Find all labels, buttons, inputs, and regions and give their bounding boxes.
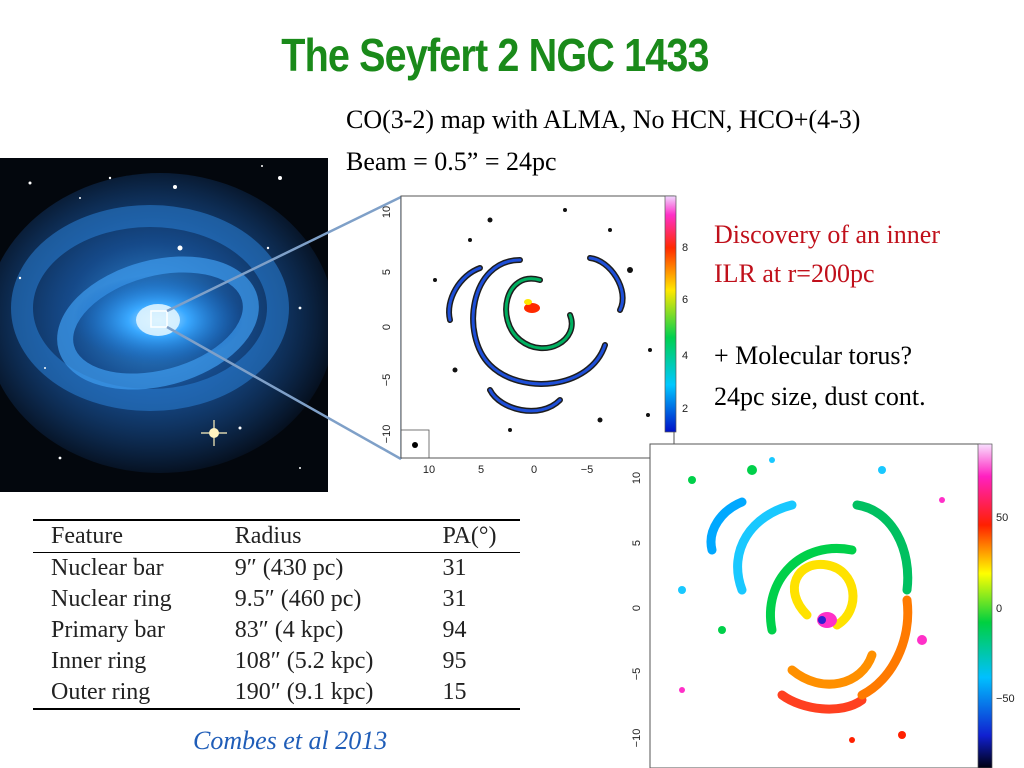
table-header-pa: PA(°)	[442, 523, 497, 549]
table-cell: Outer ring	[51, 679, 151, 705]
table-row: Outer ring 190″ (9.1 kpc) 15	[33, 677, 520, 709]
table-cell: Inner ring	[51, 648, 147, 674]
co-x-tick: 10	[423, 464, 435, 475]
discovery-line-2: ILR at r=200pc	[714, 259, 875, 288]
table-cell: Primary bar	[51, 617, 165, 643]
table-cell: 83″ (4 kpc)	[234, 617, 344, 643]
table-cell: 31	[442, 555, 467, 581]
table-cell: Nuclear bar	[51, 555, 164, 581]
citation: Combes et al 2013	[193, 726, 388, 755]
velocity-y-tick: 5	[631, 540, 643, 546]
table-cell: Nuclear ring	[51, 586, 172, 612]
info-line-co-map: CO(3-2) map with ALMA, No HCN, HCO+(4-3)	[346, 105, 861, 134]
velocity-colorbar-tick: −50	[996, 693, 1015, 705]
velocity-y-tick: 0	[631, 605, 643, 611]
co-y-tick: 5	[381, 269, 393, 275]
table-cell: 190″ (9.1 kpc)	[234, 679, 374, 705]
velocity-colorbar-tick: 0	[996, 603, 1002, 615]
co-colorbar-tick: 2	[682, 403, 688, 415]
velocity-y-tick: −5	[631, 668, 643, 681]
table-header-row: Feature Radius PA(°)	[33, 520, 520, 553]
table-cell: 108″ (5.2 kpc)	[234, 648, 374, 674]
co-colorbar-tick: 4	[682, 350, 688, 362]
info-line-beam: Beam = 0.5” = 24pc	[346, 147, 557, 176]
co-intensity-map: 10 5 0 −5 −10 10 5 0 −5 8 6 4 2	[381, 195, 688, 475]
table-row: Nuclear ring 9.5″ (460 pc) 31	[33, 584, 520, 615]
table-header-feature: Feature	[51, 523, 123, 549]
velocity-colorbar-tick: 50	[996, 512, 1008, 524]
torus-line-1: + Molecular torus?	[714, 341, 913, 370]
table-cell: 15	[442, 679, 467, 705]
table-row: Nuclear bar 9″ (430 pc) 31	[33, 553, 520, 585]
co-x-tick: 5	[478, 464, 484, 475]
torus-line-2: 24pc size, dust cont.	[714, 382, 926, 411]
co-y-tick: 10	[381, 206, 393, 218]
co-x-tick: −5	[581, 464, 594, 475]
table-row: Primary bar 83″ (4 kpc) 94	[33, 615, 520, 646]
co-y-tick: −10	[381, 425, 393, 444]
table-row: Inner ring 108″ (5.2 kpc) 95	[33, 646, 520, 677]
co-y-tick: −5	[381, 374, 393, 387]
co-y-tick: 0	[381, 324, 393, 330]
table-header-radius: Radius	[234, 523, 302, 549]
co-x-tick: 0	[531, 464, 537, 475]
discovery-line-1: Discovery of an inner	[714, 220, 940, 249]
co-colorbar-tick: 8	[682, 242, 688, 254]
feature-table: Feature Radius PA(°) Nuclear bar 9″ (430…	[33, 519, 520, 710]
co-colorbar-tick: 6	[682, 294, 688, 306]
slide-title: The Seyfert 2 NGC 1433	[281, 29, 709, 81]
table-cell: 31	[442, 586, 467, 612]
velocity-y-tick: −10	[631, 729, 643, 748]
velocity-y-tick: 10	[631, 472, 643, 484]
table-cell: 9.5″ (460 pc)	[234, 586, 362, 612]
galaxy-image	[0, 158, 328, 492]
table-cell: 94	[442, 617, 467, 643]
table-cell: 9″ (430 pc)	[234, 555, 344, 581]
velocity-map: 10 5 0 −5 −10 50 0 −50	[631, 443, 1015, 768]
table-cell: 95	[442, 648, 467, 674]
